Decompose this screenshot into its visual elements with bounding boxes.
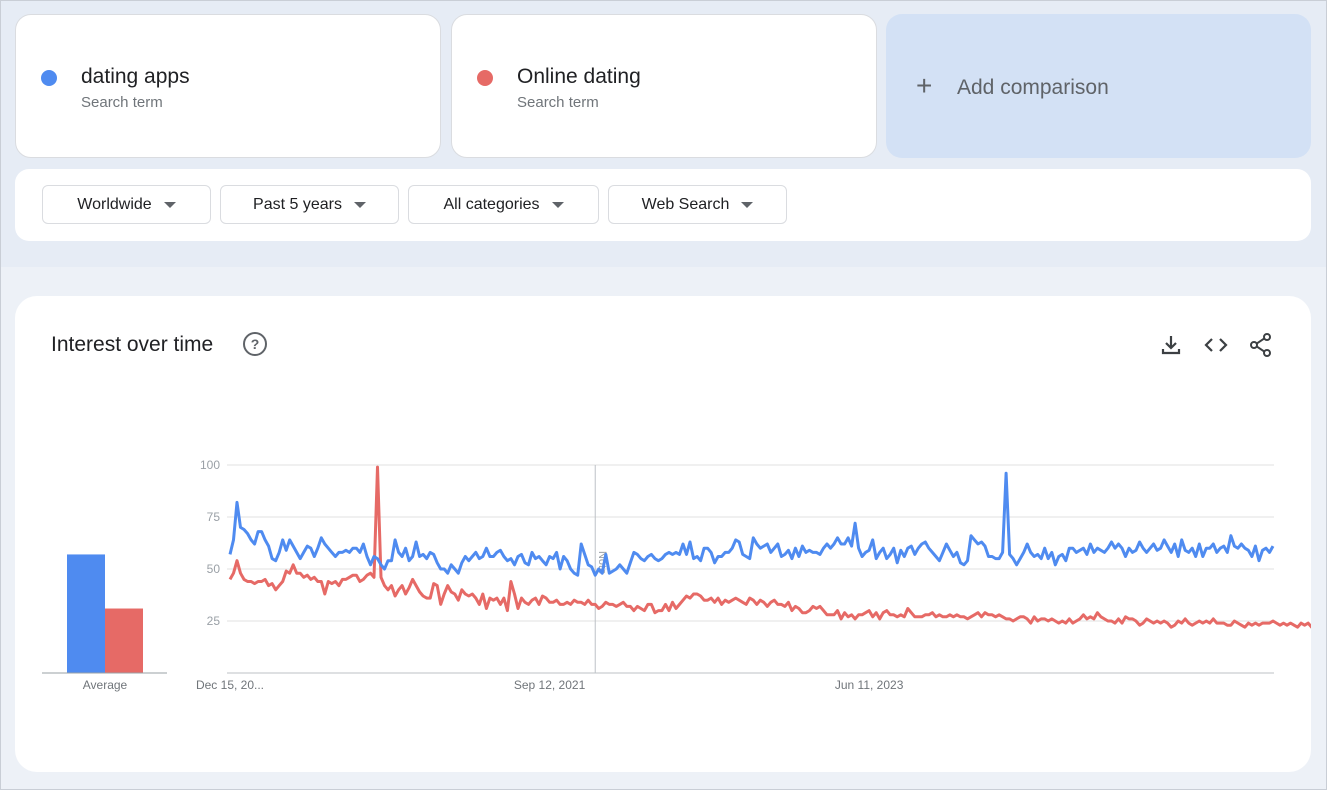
region-dropdown[interactable]: Worldwide: [42, 185, 211, 224]
y-tick-label: 50: [207, 562, 221, 576]
time-range-dropdown[interactable]: Past 5 years: [220, 185, 399, 224]
caret-down-icon: [741, 201, 754, 208]
share-icon[interactable]: [1248, 332, 1274, 358]
caret-down-icon: [163, 201, 176, 208]
region-value: Worldwide: [77, 195, 152, 213]
caret-down-icon: [551, 201, 564, 208]
search-term-card-dating-apps[interactable]: dating apps Search term: [15, 14, 441, 158]
x-tick-label: Sep 12, 2021: [514, 678, 586, 692]
add-comparison-button[interactable]: + Add comparison: [886, 14, 1311, 158]
add-comparison-label: Add comparison: [957, 76, 1109, 99]
interest-over-time-chart[interactable]: Average 100 75 50 25 Note Dec 15, 20... …: [15, 296, 1311, 772]
card-title: Interest over time: [51, 333, 214, 356]
category-value: All categories: [443, 195, 540, 213]
time-range-value: Past 5 years: [253, 195, 342, 213]
category-dropdown[interactable]: All categories: [408, 185, 599, 224]
search-term-card-online-dating[interactable]: Online dating Search term: [451, 14, 877, 158]
term-name[interactable]: Online dating: [517, 65, 641, 88]
plus-icon: +: [916, 70, 933, 101]
y-tick-label: 25: [207, 614, 221, 628]
x-tick-label: Jun 11, 2023: [835, 678, 904, 692]
filter-bar: Worldwide Past 5 years All categories We…: [15, 169, 1311, 241]
y-tick-label: 100: [200, 458, 220, 472]
series-color-dot: [477, 70, 493, 86]
term-name[interactable]: dating apps: [81, 65, 190, 88]
caret-down-icon: [353, 201, 366, 208]
embed-code-icon[interactable]: [1203, 332, 1229, 358]
term-type-label: Search term: [517, 94, 599, 111]
series-line-online-dating[interactable]: [228, 465, 1311, 629]
help-icon[interactable]: ?: [243, 332, 267, 356]
series-color-dot: [41, 70, 57, 86]
download-icon[interactable]: [1158, 332, 1184, 358]
search-property-value: Web Search: [641, 195, 730, 213]
average-bar-online-dating: [105, 608, 143, 673]
y-tick-label: 75: [207, 510, 221, 524]
term-type-label: Search term: [81, 94, 163, 111]
average-bar-dating-apps: [67, 554, 105, 673]
x-tick-label: Dec 15, 20...: [196, 678, 264, 692]
search-property-dropdown[interactable]: Web Search: [608, 185, 787, 224]
series-line-dating-apps[interactable]: [228, 471, 1275, 577]
average-label: Average: [83, 678, 128, 692]
interest-over-time-card: Interest over time ? Average 100 75 50 2…: [15, 296, 1311, 772]
